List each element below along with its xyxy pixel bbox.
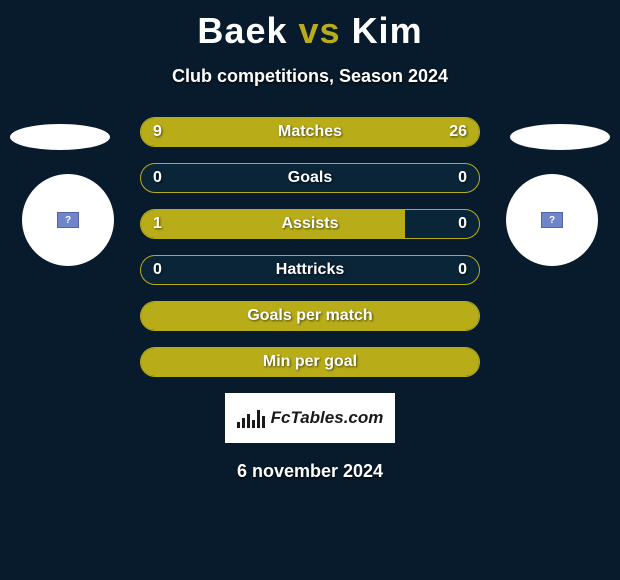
stat-fill-left xyxy=(141,210,405,238)
fctables-logo: FcTables.com xyxy=(225,393,395,443)
stat-label: Hattricks xyxy=(276,261,344,279)
stat-value-right: 0 xyxy=(458,261,467,279)
stat-fill-right xyxy=(215,118,479,146)
stat-row: 1 Assists 0 xyxy=(140,209,480,239)
logo-text: FcTables.com xyxy=(271,408,384,428)
page-title: Baek vs Kim xyxy=(0,0,620,52)
stat-value-left: 1 xyxy=(153,215,162,233)
stat-value-right: 26 xyxy=(449,123,467,141)
stat-value-left: 9 xyxy=(153,123,162,141)
bars-icon xyxy=(237,408,265,428)
stat-row: 0 Goals 0 xyxy=(140,163,480,193)
stat-label: Min per goal xyxy=(263,353,357,371)
placeholder-icon xyxy=(57,212,79,228)
player1-name: Baek xyxy=(197,10,287,51)
subtitle: Club competitions, Season 2024 xyxy=(0,66,620,87)
stat-value-right: 0 xyxy=(458,169,467,187)
decor-oval-left xyxy=(10,124,110,150)
stat-value-left: 0 xyxy=(153,261,162,279)
stat-label: Assists xyxy=(282,215,339,233)
stat-label: Goals per match xyxy=(247,307,372,325)
stat-row: 0 Hattricks 0 xyxy=(140,255,480,285)
player2-name: Kim xyxy=(352,10,423,51)
stat-row: 9 Matches 26 xyxy=(140,117,480,147)
stat-value-left: 0 xyxy=(153,169,162,187)
vs-text: vs xyxy=(299,10,341,51)
player1-avatar xyxy=(22,174,114,266)
player2-avatar xyxy=(506,174,598,266)
stat-row: Goals per match xyxy=(140,301,480,331)
decor-oval-right xyxy=(510,124,610,150)
stat-row: Min per goal xyxy=(140,347,480,377)
date: 6 november 2024 xyxy=(0,461,620,482)
stat-rows: 9 Matches 26 0 Goals 0 1 Assists 0 0 Hat… xyxy=(140,117,480,377)
stat-value-right: 0 xyxy=(458,215,467,233)
placeholder-icon xyxy=(541,212,563,228)
stat-label: Matches xyxy=(278,123,342,141)
stat-label: Goals xyxy=(288,169,332,187)
